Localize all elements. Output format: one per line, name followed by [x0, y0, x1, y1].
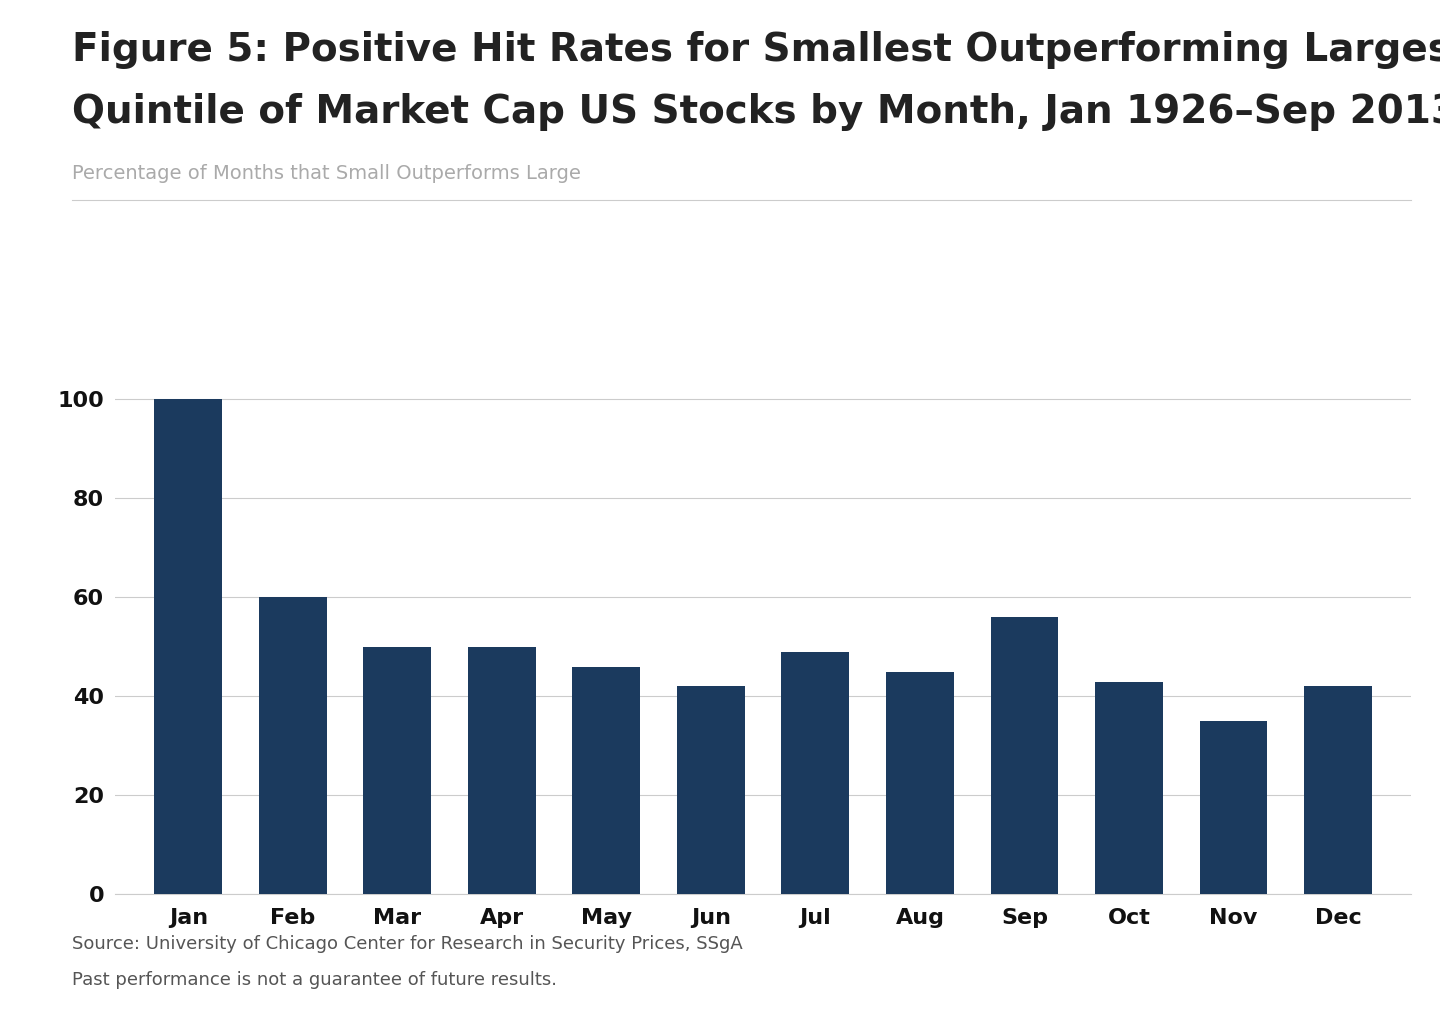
Bar: [573, 667, 641, 894]
Text: Percentage of Months that Small Outperforms Large: Percentage of Months that Small Outperfo…: [72, 164, 580, 183]
Text: Quintile of Market Cap US Stocks by Month, Jan 1926–Sep 2013: Quintile of Market Cap US Stocks by Mont…: [72, 93, 1440, 131]
Text: Source: University of Chicago Center for Research in Security Prices, SSgA: Source: University of Chicago Center for…: [72, 935, 743, 954]
Bar: [1094, 682, 1164, 894]
Text: Figure 5: Positive Hit Rates for Smallest Outperforming Largest: Figure 5: Positive Hit Rates for Smalles…: [72, 31, 1440, 69]
Bar: [991, 617, 1058, 894]
Bar: [259, 597, 327, 894]
Bar: [677, 687, 744, 894]
Bar: [886, 671, 953, 894]
Bar: [782, 652, 850, 894]
Bar: [1200, 721, 1267, 894]
Bar: [154, 400, 222, 894]
Text: Past performance is not a guarantee of future results.: Past performance is not a guarantee of f…: [72, 971, 557, 990]
Bar: [468, 647, 536, 894]
Bar: [1305, 687, 1372, 894]
Bar: [363, 647, 432, 894]
